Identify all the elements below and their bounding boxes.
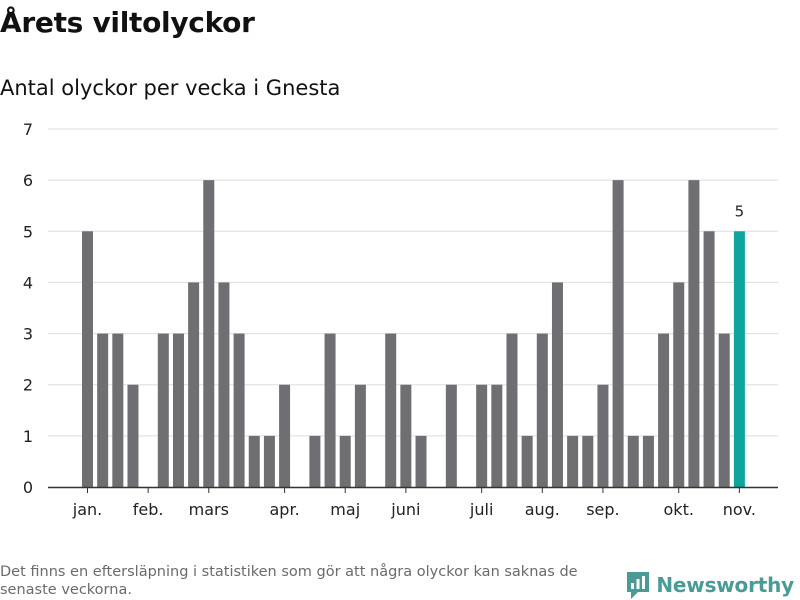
y-tick-label: 3 — [23, 325, 33, 344]
bar — [612, 180, 624, 487]
bar — [476, 384, 488, 487]
brand-name: Newsworthy — [656, 573, 794, 597]
x-tick-label: juli — [469, 500, 493, 519]
bar — [385, 333, 397, 487]
bar — [597, 384, 609, 487]
y-tick-label: 2 — [23, 376, 33, 395]
gridlines — [48, 128, 778, 437]
bar — [97, 333, 109, 487]
bar — [127, 384, 139, 487]
x-tick-label: apr. — [270, 500, 300, 519]
bar — [203, 180, 215, 487]
bar — [673, 282, 685, 487]
chart-subtitle: Antal olyckor per vecka i Gnesta — [0, 76, 341, 100]
bar — [248, 435, 260, 487]
bar — [582, 435, 594, 487]
bar — [218, 282, 230, 487]
x-tick-label: maj — [330, 500, 360, 519]
bar — [339, 435, 351, 487]
bar — [279, 384, 291, 487]
data-labels: 5 — [735, 202, 745, 220]
y-tick-label: 7 — [23, 120, 33, 139]
bar — [233, 333, 245, 487]
bar-highlighted — [733, 231, 745, 487]
bar — [157, 333, 169, 487]
bar — [188, 282, 200, 487]
bar — [718, 333, 730, 487]
data-label: 5 — [735, 202, 745, 220]
bar — [445, 384, 457, 487]
bar — [491, 384, 503, 487]
bar — [703, 231, 715, 487]
bar — [172, 333, 184, 487]
bar — [415, 435, 427, 487]
x-tick-label: feb. — [133, 500, 164, 519]
x-tick-label: mars — [189, 500, 229, 519]
bar — [642, 435, 654, 487]
y-tick-label: 4 — [23, 273, 33, 292]
brand-logo[interactable]: Newsworthy — [626, 570, 794, 600]
y-tick-label: 1 — [23, 427, 33, 446]
newsworthy-logo-icon — [627, 572, 650, 599]
bar — [521, 435, 533, 487]
bar — [627, 435, 639, 487]
bar — [658, 333, 670, 487]
bar — [82, 231, 93, 487]
x-tick-label: sep. — [586, 500, 619, 519]
bar — [354, 384, 366, 487]
y-axis-ticks: 0 1 2 3 4 5 6 7 — [23, 120, 33, 497]
bar — [551, 282, 563, 487]
bar — [688, 180, 700, 487]
bars — [82, 180, 745, 487]
y-tick-label: 5 — [23, 222, 33, 241]
y-tick-label: 0 — [23, 478, 33, 497]
bar — [112, 333, 124, 487]
bar — [536, 333, 548, 487]
bar — [506, 333, 518, 487]
bar-chart: 0 1 2 3 4 5 6 7 5 jan. feb. mars apr. maj juni juli au… — [23, 120, 778, 519]
y-tick-label: 6 — [23, 171, 33, 190]
bar — [400, 384, 412, 487]
bar — [309, 435, 321, 487]
bar — [263, 435, 275, 487]
bar — [567, 435, 579, 487]
chart-title: Årets viltolyckor — [0, 6, 255, 39]
footnote: Det finns en eftersläpning i statistiken… — [0, 564, 578, 598]
x-tick-label: jan. — [72, 500, 102, 519]
bar — [324, 333, 336, 487]
x-axis: jan. feb. mars apr. maj juni juli aug. sep. okt. n… — [48, 486, 778, 519]
x-tick-label: juni — [390, 500, 420, 519]
x-tick-label: aug. — [525, 500, 560, 519]
x-tick-label: nov. — [723, 500, 756, 519]
x-tick-label: okt. — [664, 500, 694, 519]
